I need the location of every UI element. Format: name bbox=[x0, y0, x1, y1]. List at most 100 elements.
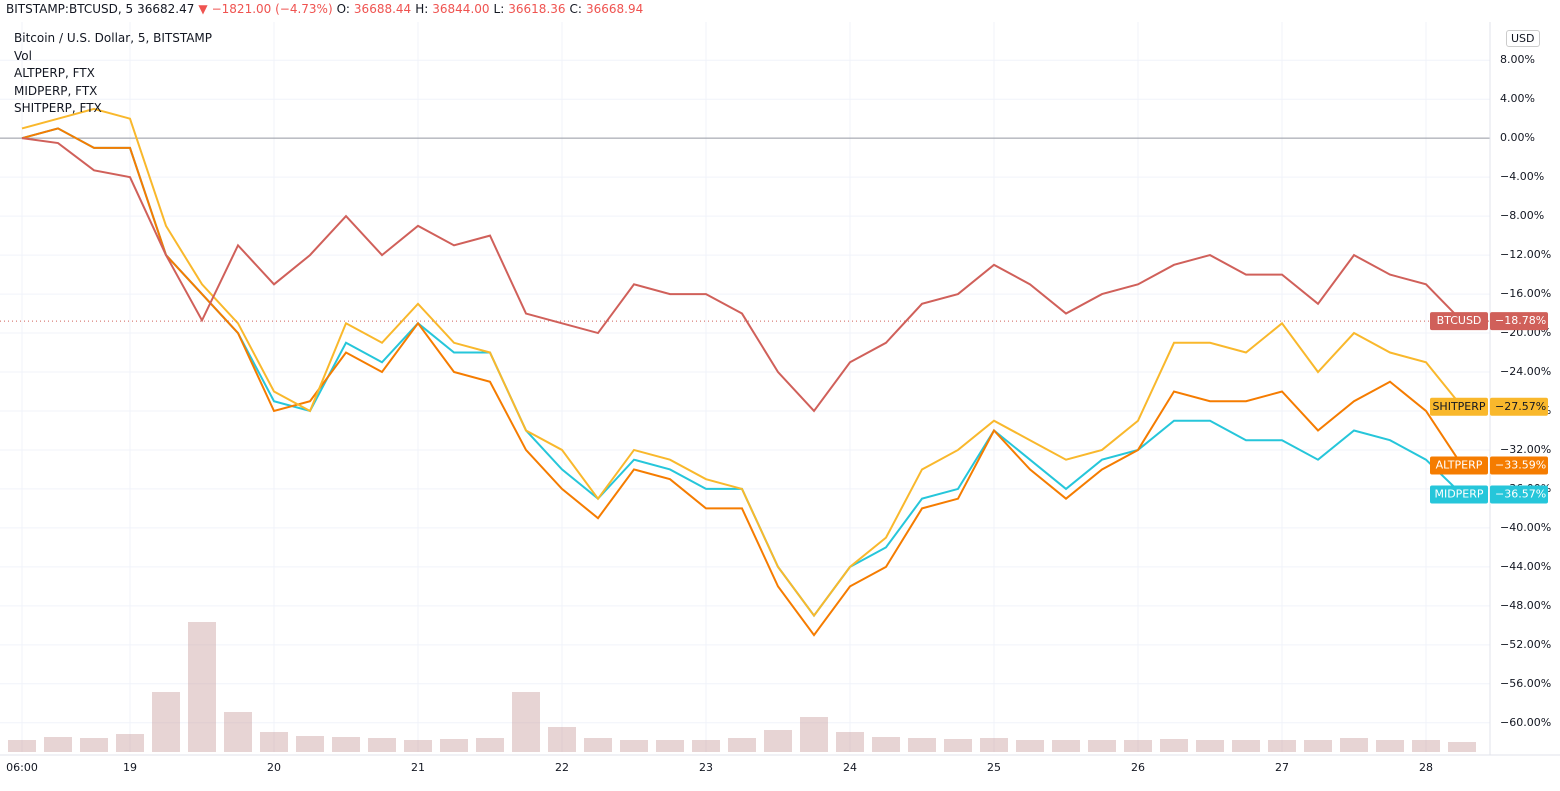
y-tick-label: −56.00% bbox=[1500, 677, 1551, 690]
volume-bar bbox=[1412, 740, 1440, 752]
legend-entry[interactable]: SHITPERP, FTX bbox=[14, 101, 102, 115]
tag-value: −18.78% bbox=[1495, 314, 1546, 327]
volume-bar bbox=[1232, 740, 1260, 752]
legend-entry[interactable]: Vol bbox=[14, 48, 32, 63]
header: BITSTAMP:BTCUSD, 5 36682.47 ▼ −1821.00 (−4.… bbox=[6, 2, 647, 16]
volume-bar bbox=[476, 738, 504, 752]
volume-bar bbox=[620, 740, 648, 752]
x-tick-label: 24 bbox=[843, 761, 857, 774]
volume-bar bbox=[548, 727, 576, 752]
low: 36618.36 bbox=[508, 2, 566, 16]
tag-value-bg bbox=[1490, 456, 1548, 475]
tag-value: −36.57% bbox=[1495, 487, 1546, 500]
legend-entry[interactable]: MIDPERP, FTX bbox=[14, 83, 98, 98]
x-tick-label: 28 bbox=[1419, 761, 1433, 774]
volume-bar bbox=[116, 734, 144, 752]
high: 36844.00 bbox=[432, 2, 490, 16]
y-tick-label: −12.00% bbox=[1500, 248, 1551, 261]
tag-name-bg bbox=[1430, 397, 1488, 416]
volume-bar bbox=[368, 738, 396, 752]
volume-bar bbox=[1304, 740, 1332, 752]
volume-bar bbox=[1376, 740, 1404, 752]
x-tick-label: 26 bbox=[1131, 761, 1145, 774]
volume-bar bbox=[224, 712, 252, 752]
volume-bar bbox=[980, 738, 1008, 752]
x-tick-label: 25 bbox=[987, 761, 1001, 774]
volume-bar bbox=[584, 738, 612, 752]
close: 36668.94 bbox=[585, 2, 644, 16]
volume-bar bbox=[80, 738, 108, 752]
volume-bar bbox=[440, 739, 468, 752]
volume-bar bbox=[1124, 740, 1152, 752]
y-tick-label: −24.00% bbox=[1500, 365, 1551, 378]
volume-bar bbox=[296, 736, 324, 752]
volume-bar bbox=[8, 740, 36, 752]
y-tick-label: −32.00% bbox=[1500, 443, 1551, 456]
tag-value: −33.59% bbox=[1495, 458, 1546, 471]
volume-bar bbox=[152, 692, 180, 752]
volume-bar bbox=[872, 737, 900, 752]
y-tick-label: −8.00% bbox=[1500, 209, 1544, 222]
tag-name-bg bbox=[1430, 456, 1488, 475]
symbol: BITSTAMP:BTCUSD, 5 bbox=[6, 2, 134, 16]
tag-value-bg bbox=[1490, 397, 1548, 416]
last-value-tag: ALTPERP −33.59% bbox=[1430, 456, 1548, 475]
volume-bar bbox=[764, 730, 792, 752]
volume-bar bbox=[188, 622, 216, 752]
change: −1821.00 (−4.73%) bbox=[211, 2, 333, 16]
series-line bbox=[21, 137, 1463, 413]
tag-value-bg bbox=[1490, 485, 1548, 504]
last-price: 36682.47 bbox=[137, 2, 195, 16]
last-value-tag: BTCUSD −18.78% bbox=[1430, 312, 1548, 331]
last-value-tag: SHITPERP −27.57% bbox=[1430, 397, 1548, 416]
volume-bar bbox=[800, 717, 828, 752]
legend: Bitcoin / U.S. Dollar, 5, BITSTAMP Vol ALT… bbox=[14, 30, 212, 118]
h-label: H: bbox=[415, 2, 429, 16]
tag-name-bg bbox=[1430, 485, 1488, 504]
x-tick-label: 06:00 bbox=[6, 761, 38, 774]
tag-name: MIDPERP bbox=[1434, 487, 1483, 500]
y-tick-label: 4.00% bbox=[1500, 92, 1535, 105]
currency-button[interactable]: USD bbox=[1506, 30, 1540, 47]
x-tick-label: 23 bbox=[699, 761, 713, 774]
y-tick-label: −44.00% bbox=[1500, 560, 1551, 573]
volume-bar bbox=[332, 737, 360, 752]
y-tick-label: −16.00% bbox=[1500, 287, 1551, 300]
l-label: L: bbox=[493, 2, 505, 16]
legend-entry[interactable]: ALTPERP, FTX bbox=[14, 66, 95, 80]
y-tick-label: −60.00% bbox=[1500, 716, 1551, 729]
y-tick-label: 8.00% bbox=[1500, 53, 1535, 66]
tag-value-bg bbox=[1490, 312, 1548, 331]
y-tick-label: −52.00% bbox=[1500, 638, 1551, 651]
volume-bar bbox=[1052, 740, 1080, 752]
down-arrow: ▼ bbox=[198, 2, 208, 16]
x-tick-label: 27 bbox=[1275, 761, 1289, 774]
volume-bar bbox=[1448, 742, 1476, 752]
volume-bar bbox=[1088, 740, 1116, 752]
volume-bar bbox=[512, 692, 540, 752]
volume-bar bbox=[44, 737, 72, 752]
c-label: C: bbox=[569, 2, 582, 16]
volume-bar bbox=[944, 739, 972, 752]
volume-bar bbox=[404, 740, 432, 752]
volume-bar bbox=[1016, 740, 1044, 752]
volume-bar bbox=[1160, 739, 1188, 752]
volume-bar bbox=[1196, 740, 1224, 752]
legend-entry[interactable]: Bitcoin / U.S. Dollar, 5, BITSTAMP bbox=[14, 31, 213, 45]
y-tick-label: 0.00% bbox=[1500, 131, 1535, 144]
series-line bbox=[21, 127, 1463, 637]
volume-bar bbox=[1268, 740, 1296, 752]
x-tick-label: 20 bbox=[267, 761, 281, 774]
volume-bar bbox=[1340, 738, 1368, 752]
y-tick-label: −40.00% bbox=[1500, 521, 1551, 534]
volume-bar bbox=[260, 732, 288, 752]
series-line bbox=[21, 107, 1463, 618]
tag-name-bg bbox=[1430, 312, 1488, 331]
tag-value: −27.57% bbox=[1495, 400, 1546, 413]
y-tick-label: −4.00% bbox=[1500, 170, 1544, 183]
last-value-tag: MIDPERP −36.57% bbox=[1430, 485, 1548, 504]
volume-bar bbox=[908, 738, 936, 752]
y-tick-label: −48.00% bbox=[1500, 599, 1551, 612]
